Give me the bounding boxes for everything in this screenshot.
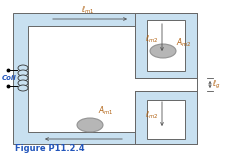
Bar — [147, 100, 185, 139]
Bar — [13, 13, 197, 144]
Bar — [135, 78, 197, 91]
Text: $A_{m2}$: $A_{m2}$ — [176, 37, 192, 49]
Ellipse shape — [18, 80, 28, 86]
Ellipse shape — [18, 65, 28, 71]
Bar — [28, 26, 135, 132]
Ellipse shape — [150, 44, 176, 58]
Bar — [147, 20, 185, 71]
Text: $A_{m1}$: $A_{m1}$ — [98, 104, 114, 117]
Ellipse shape — [77, 118, 103, 132]
Text: Coil: Coil — [2, 75, 17, 81]
Ellipse shape — [18, 75, 28, 81]
Bar — [135, 91, 197, 144]
Bar — [135, 13, 197, 78]
Text: $\ell_g$: $\ell_g$ — [212, 78, 221, 90]
Ellipse shape — [18, 85, 28, 91]
Text: $\ell_{m1}$: $\ell_{m1}$ — [81, 5, 95, 16]
Text: Figure P11.2.4: Figure P11.2.4 — [15, 144, 85, 153]
Text: $\ell_{m2}$: $\ell_{m2}$ — [145, 109, 158, 121]
Ellipse shape — [18, 70, 28, 76]
Text: $\ell_{m2}$: $\ell_{m2}$ — [145, 33, 158, 45]
